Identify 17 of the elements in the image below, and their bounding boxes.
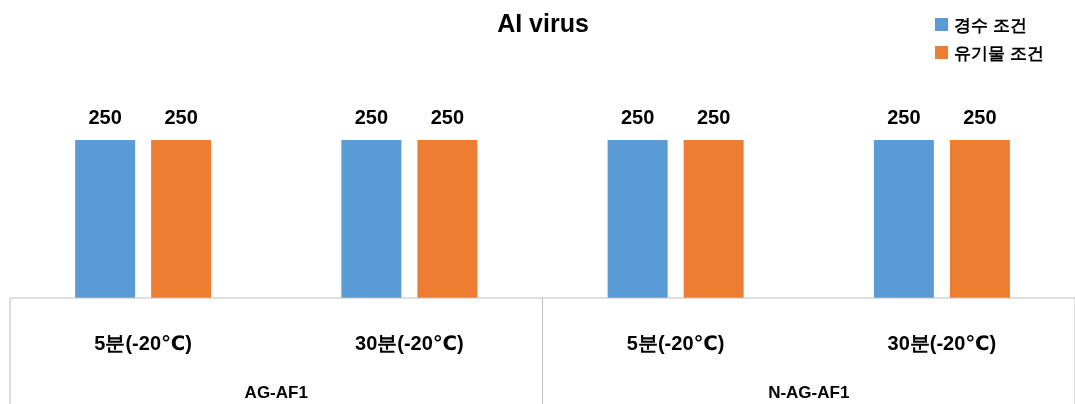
x-tick-label: 30분(-20℃) [887, 332, 997, 354]
x-tick-label: 30분(-20℃) [355, 332, 464, 354]
data-label: 250 [620, 106, 655, 128]
text: AG-AF1 [244, 383, 308, 402]
data-label: 250 [88, 106, 122, 128]
legend-label: 경수 조건 [954, 16, 1027, 35]
data-label: 250 [164, 106, 198, 128]
x-tick-label: 5분(-20℃) [626, 332, 725, 354]
chart-title: AI virus [497, 9, 589, 37]
legend-label: 유기물 조건 [954, 44, 1044, 63]
data-label: 250 [887, 106, 921, 128]
data-label: 250 [963, 106, 997, 128]
x-tick-label: 5분(-20℃) [94, 332, 192, 354]
data-label: 250 [354, 106, 389, 128]
data-label: 250 [430, 106, 465, 128]
data-label: 250 [696, 106, 731, 128]
text: N-AG-AF1 [768, 383, 850, 402]
